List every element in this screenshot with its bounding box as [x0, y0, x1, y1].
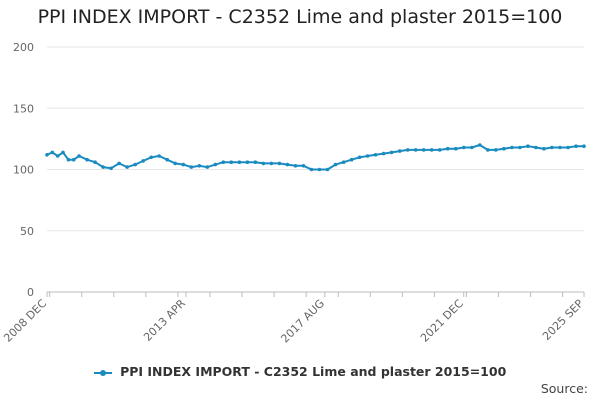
data-point — [397, 149, 402, 153]
data-point — [445, 146, 450, 151]
data-point — [141, 159, 145, 163]
data-point — [437, 148, 442, 152]
data-point — [534, 145, 538, 150]
data-point — [542, 146, 546, 151]
data-point — [261, 161, 266, 166]
data-point — [373, 153, 378, 157]
data-point — [85, 157, 89, 162]
source-label: Source: — [540, 381, 588, 396]
data-point — [357, 155, 362, 160]
legend-label: PPI INDEX IMPORT - C2352 Lime and plaste… — [120, 364, 507, 379]
data-point — [574, 144, 578, 148]
data-point — [293, 164, 298, 168]
data-point — [558, 145, 562, 150]
data-point — [237, 160, 242, 164]
data-point — [213, 162, 218, 167]
data-point — [109, 166, 113, 171]
data-point — [454, 146, 458, 151]
x-tick-label: 2008 DEC — [1, 297, 49, 345]
data-point — [317, 167, 322, 172]
data-point — [165, 157, 169, 162]
data-point — [526, 144, 530, 148]
data-point — [117, 161, 121, 166]
data-point — [341, 160, 346, 164]
data-point — [333, 162, 338, 167]
x-tick-label: 2017 AUG — [278, 297, 327, 346]
data-point — [566, 145, 570, 150]
data-point — [253, 160, 258, 164]
data-point — [381, 151, 386, 156]
data-point — [518, 145, 522, 150]
data-point — [325, 167, 330, 172]
data-point — [189, 165, 194, 169]
data-point — [301, 164, 306, 168]
data-point — [173, 161, 177, 166]
data-point — [349, 157, 354, 162]
data-point — [429, 148, 434, 152]
data-point — [309, 167, 314, 172]
y-tick-label: 150 — [13, 102, 34, 115]
data-point — [133, 162, 137, 167]
data-point — [221, 160, 226, 164]
data-point — [365, 154, 370, 158]
data-point — [181, 162, 186, 167]
data-point — [550, 145, 554, 150]
data-point — [61, 150, 65, 155]
data-point — [71, 157, 76, 162]
legend-swatch-icon — [93, 368, 112, 378]
data-point — [582, 144, 586, 148]
data-point — [462, 145, 466, 150]
data-point — [55, 154, 60, 158]
x-tick-label: 2021 DEC — [418, 297, 466, 345]
y-tick-label: 50 — [20, 225, 34, 238]
data-point — [101, 165, 105, 169]
data-point — [486, 148, 490, 152]
y-tick-label: 200 — [13, 41, 34, 54]
data-point — [478, 143, 482, 147]
data-point — [470, 145, 474, 150]
legend[interactable]: PPI INDEX IMPORT - C2352 Lime and plaste… — [0, 364, 600, 379]
chart-title: PPI INDEX IMPORT - C2352 Lime and plaste… — [37, 6, 563, 28]
y-tick-label: 0 — [27, 286, 34, 299]
grid-layer — [47, 46, 584, 232]
data-point — [285, 162, 290, 167]
data-point — [277, 161, 282, 166]
data-point — [245, 160, 250, 164]
x-tick-label: 2025 SEP — [540, 297, 586, 343]
data-point — [494, 148, 498, 152]
data-point — [502, 146, 506, 151]
data-point — [269, 161, 274, 166]
data-point — [149, 155, 153, 160]
data-point — [93, 160, 97, 164]
data-point — [66, 157, 71, 162]
series-line — [46, 144, 584, 171]
y-tick-label: 100 — [13, 164, 34, 177]
data-point — [405, 148, 410, 152]
data-point — [197, 164, 202, 168]
data-point — [45, 153, 49, 157]
x-tick-label: 2013 APR — [141, 297, 188, 344]
axis-layer: 0 50 100 150 200 2008 DEC 2013 APR 2017 AUG 2021… — [1, 41, 586, 345]
data-point — [413, 148, 418, 152]
data-point — [389, 150, 394, 155]
series-layer — [45, 143, 586, 172]
data-point — [77, 154, 81, 158]
data-point — [157, 154, 161, 158]
data-point — [421, 148, 426, 152]
data-point — [125, 165, 129, 169]
data-point — [229, 160, 234, 164]
data-point — [205, 165, 210, 169]
data-point — [510, 145, 514, 150]
data-point — [50, 150, 55, 155]
